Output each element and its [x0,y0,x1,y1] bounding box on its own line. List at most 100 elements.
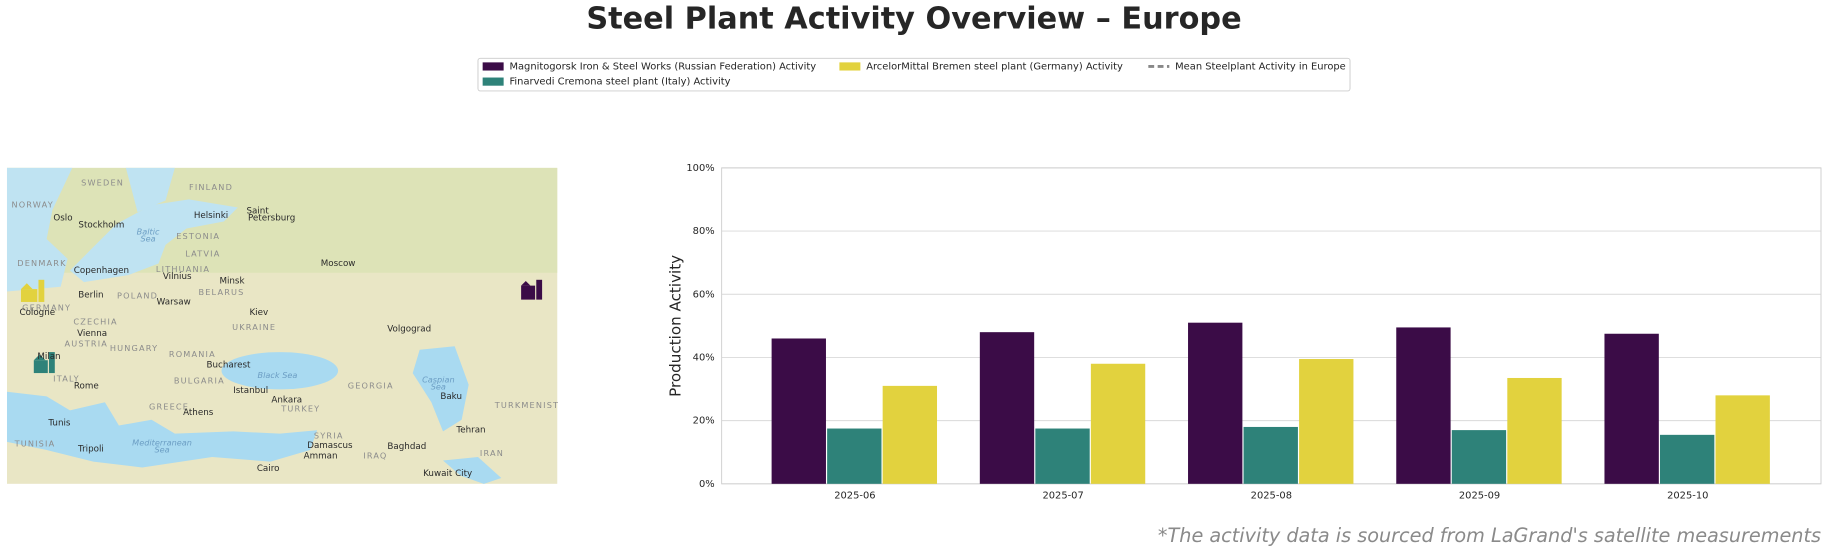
map-label: Rome [74,381,99,391]
caspian-sea [412,346,469,432]
map-label: Saint [246,207,269,217]
map-label: Mediterranean [132,438,192,448]
bar [827,428,882,484]
y-tick-label: 40% [693,352,715,363]
y-tick-label: 60% [693,289,715,300]
map-label: Baltic [137,226,160,236]
map-label: SWEDEN [81,178,124,188]
plant-icon [20,279,45,302]
map-label: TUNISIA [14,439,56,449]
bar [1659,434,1715,484]
legend-swatch [839,62,861,71]
y-tick-label: 20% [693,416,715,427]
map-label: UKRAINE [232,322,276,332]
bar [1090,363,1146,484]
map-label: Caspian [422,375,455,385]
map-label: ESTONIA [176,231,220,241]
legend-label: ArcelorMittal Bremen steel plant (German… [866,61,1123,72]
map-label: LATVIA [185,249,220,259]
map-label: CZECHIA [73,316,117,326]
bar [1715,395,1770,484]
map-label: Kuwait City [423,469,472,479]
footnote: *The activity data is sourced from LaGra… [1158,524,1821,547]
map-label: POLAND [117,291,158,301]
legend-box [477,57,1351,92]
map-label: Istanbul [233,386,268,396]
map-label: LITHUANIA [156,264,210,274]
map-label: Copenhagen [74,266,129,276]
baltic-sea [69,199,238,283]
map-label: Athens [183,408,214,418]
map-label: HUNGARY [110,343,158,353]
y-axis-label: Production Activity [667,255,685,397]
map-label: Petersburg [248,214,295,224]
map-label: SYRIA [314,431,344,441]
map-label: Vilnius [163,272,192,282]
gulf-of-bothnia [125,167,175,213]
map-label: TURKEY [280,404,320,414]
map-label: Volgograd [387,324,431,334]
map-label: BULGARIA [174,376,225,386]
x-tick-label: 2025-09 [1459,490,1500,501]
north-sea [6,167,73,292]
map-label: Minsk [219,276,245,286]
legend-label: Magnitogorsk Iron & Steel Works (Russian… [509,61,816,72]
map-label: Sea [431,382,446,392]
map-label: Damascus [307,441,353,451]
bar [771,338,826,484]
map-label: GREECE [149,401,189,411]
map-label: GERMANY [22,302,71,312]
y-tick-label: 80% [693,226,715,237]
map-label: Baku [440,392,462,402]
map-label: BELARUS [198,287,244,297]
map-label: Oslo [53,214,72,224]
map-label: Baghdad [387,442,426,452]
map-label: Ankara [271,395,302,405]
x-tick-label: 2025-10 [1667,490,1708,501]
map-label: IRAQ [363,450,387,460]
bar [1188,322,1243,484]
x-tick-label: 2025-07 [1042,490,1083,501]
chart-title: Steel Plant Activity Overview – Europe [586,1,1241,36]
map-label: ROMANIA [169,349,216,359]
map-label: Warsaw [157,297,191,307]
plant-icon [33,352,55,374]
x-tick-label: 2025-08 [1251,490,1292,501]
map-label: ITALY [53,373,80,383]
bar [1507,377,1562,484]
map-label: DENMARK [17,258,66,268]
bar [1243,426,1298,484]
map-label: Helsinki [194,211,228,221]
map-label: Amman [304,451,338,461]
map-label: FINLAND [189,182,233,192]
y-tick-label: 100% [686,163,714,174]
map-label: Vienna [77,329,107,339]
mediterranean-sea [6,391,318,468]
bar [1299,359,1354,484]
map-label: Cologne [19,308,55,318]
map-label: NORWAY [11,200,53,210]
bar [1451,430,1507,484]
x-tick-label: 2025-06 [834,490,875,501]
plant-icon [521,279,543,300]
bar [979,332,1035,484]
legend-label: Mean Steelplant Activity in Europe [1175,61,1346,72]
map-label: Sea [140,233,155,243]
map-label: Berlin [78,290,103,300]
map-label: Milan [37,352,60,362]
map-label: Tunis [47,419,71,429]
map-label: IRAN [480,448,504,458]
persian-gulf [443,457,502,484]
bar [1396,327,1451,484]
map-label: Moscow [321,259,356,269]
bar [1604,333,1659,484]
map-label: Stockholm [78,221,124,231]
map-label: AUSTRIA [65,338,109,348]
map-label: Tripoli [77,444,104,454]
map-label: Bucharest [207,360,252,370]
bar [1035,428,1090,484]
legend-label: Finarvedi Cremona steel plant (Italy) Ac… [509,77,730,88]
map-label: Kiev [249,308,268,318]
black-sea [221,352,339,390]
